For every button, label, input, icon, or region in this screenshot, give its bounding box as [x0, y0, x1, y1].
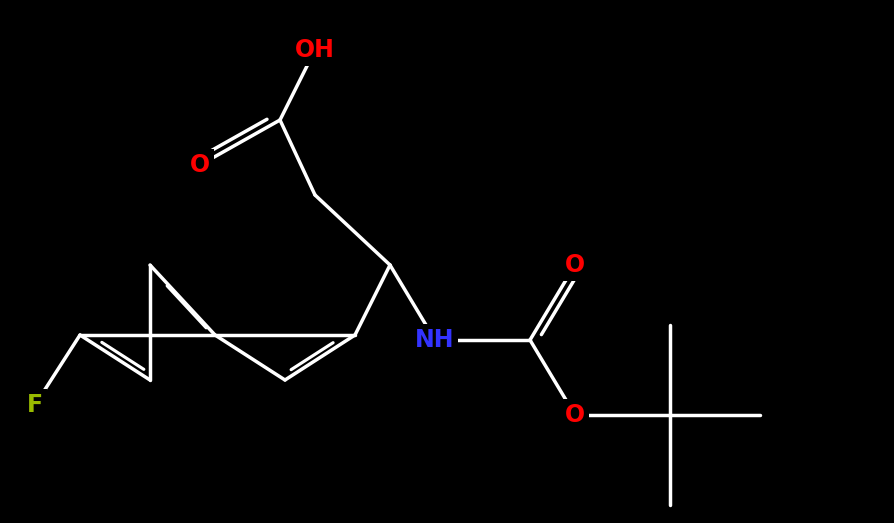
Text: O: O — [564, 253, 585, 277]
Text: O: O — [190, 153, 210, 177]
Text: F: F — [27, 393, 43, 417]
Text: NH: NH — [415, 328, 454, 352]
Text: O: O — [564, 403, 585, 427]
Text: OH: OH — [295, 38, 334, 62]
